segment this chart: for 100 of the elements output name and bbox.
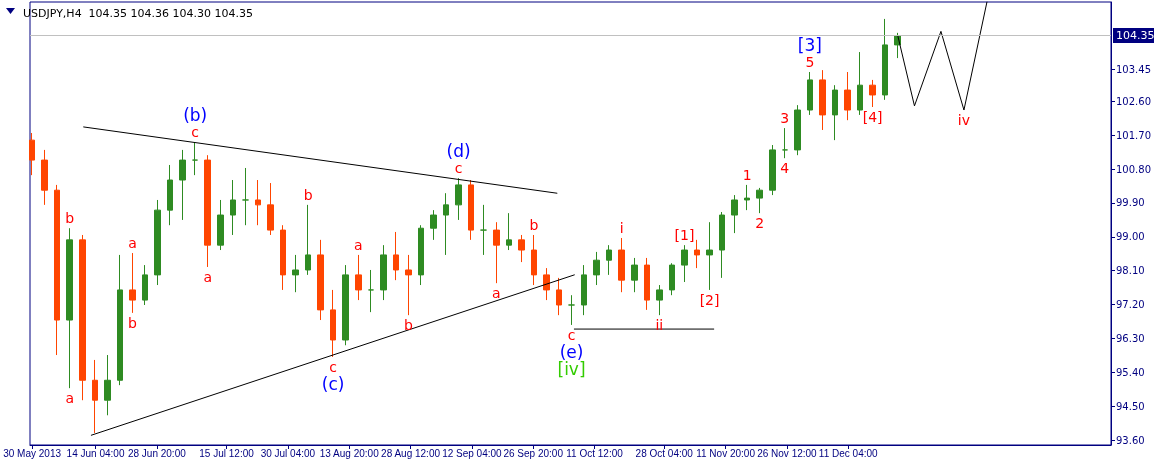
y-tick-label: 100.80 [1116,163,1152,175]
x-tick-label: 11 Oct 12:00 [566,447,624,459]
y-tick-label: 96.30 [1116,332,1145,344]
candlestick [581,264,587,316]
candlestick [631,257,638,293]
candlestick [731,194,738,234]
x-tick-label: 30 May 2013 [3,447,62,459]
candlestick [543,267,550,301]
annotation: a [353,236,363,253]
x-tick-label: 26 Nov 12:00 [757,447,818,459]
candlestick [330,289,336,358]
candlestick [443,192,449,256]
candlestick [368,269,374,313]
annotation: ii [655,317,664,334]
candlestick [819,69,826,131]
y-tick-label: 103.45 [1116,63,1152,75]
annotation: a [491,285,501,302]
candlestick [217,199,224,251]
y-tick-label: 99.90 [1116,197,1145,209]
candlestick [305,204,311,276]
annotation: 1 [742,166,752,183]
annotation: [3] [797,35,822,56]
x-tick-label: 13 Aug 20:00 [319,447,380,459]
annotation: b [303,186,313,203]
candlestick [455,177,462,221]
candlestick [255,179,261,226]
candlestick [606,244,612,276]
candlestick [656,284,663,316]
y-tick-label: 99.00 [1116,231,1145,243]
text: USDJPY,H4 104.35 104.36 104.30 104.35 [23,7,254,20]
candlestick [480,204,487,256]
annotation: c [567,326,576,343]
candlestick [857,51,863,116]
candlestick [192,141,198,176]
candlestick [756,187,763,214]
annotation: c [329,358,338,375]
candlestick [79,234,86,401]
annotation: a [203,268,213,285]
annotation: c [454,160,463,177]
ref-line-label: 104.35 [1116,29,1154,42]
x-tick-label: 28 Jun 20:00 [127,447,187,459]
line-series [897,1,988,111]
candlestick [267,182,274,236]
candlestick [644,257,650,311]
candlestick [869,79,876,108]
candlestick [54,184,60,356]
annotation: 3 [780,110,790,127]
candlestick [593,251,600,286]
candlestick [230,179,236,236]
x-tick-label: 12 Sep 04:00 [442,447,503,459]
x-tick-label: 15 Jul 12:00 [199,447,255,459]
x-tick-label: 11 Nov 20:00 [696,447,756,459]
annotation: [1] [674,227,695,244]
candlestick [41,149,48,206]
y-tick-label: 101.70 [1116,129,1152,141]
candlestick [430,209,437,241]
candlestick [794,104,801,156]
candlestick [719,211,725,279]
annotation: b [529,216,539,233]
candlestick [694,239,700,269]
candlestick [355,254,362,301]
candlestick [568,294,575,326]
annotation: 5 [805,54,815,71]
candlestick [393,231,399,281]
candlestick [167,164,173,226]
annotation: (d) [446,141,471,162]
candlestick [556,277,562,316]
candlestick [518,234,525,263]
annotation: (e) [559,341,584,362]
annotation: 4 [780,160,790,177]
annotation: c [191,124,200,141]
annotation: b [128,314,138,331]
candlestick [117,254,123,386]
candlestick [154,199,161,286]
candlestick [882,18,888,101]
candlestick [807,71,813,116]
candlestick [618,237,625,293]
y-tick-label: 94.50 [1116,400,1145,412]
x-tick-label: 14 Jun 04:00 [66,447,125,459]
y-tick-label: 95.40 [1116,366,1145,378]
candlestick [744,184,750,211]
candlestick [493,221,500,284]
annotation: i [619,219,624,236]
candlestick [29,132,35,176]
annotation: a [128,235,137,252]
candlestick [706,221,713,291]
candlestick [844,71,851,121]
candlestick [531,234,537,286]
x-tick-label: 28 Aug 12:00 [381,447,441,459]
candlestick [681,244,688,283]
x-tick-label: 28 Oct 04:00 [635,447,694,459]
candlestick [468,179,474,241]
y-tick-label: 97.20 [1116,299,1145,311]
x-tick-label: 11 Dec 04:00 [818,447,879,459]
candlestick [342,264,349,346]
candlestick [832,84,838,141]
candlestick [142,264,148,306]
annotation: [4] [862,109,883,126]
candlestick [104,354,111,416]
annotation: b [65,210,75,227]
